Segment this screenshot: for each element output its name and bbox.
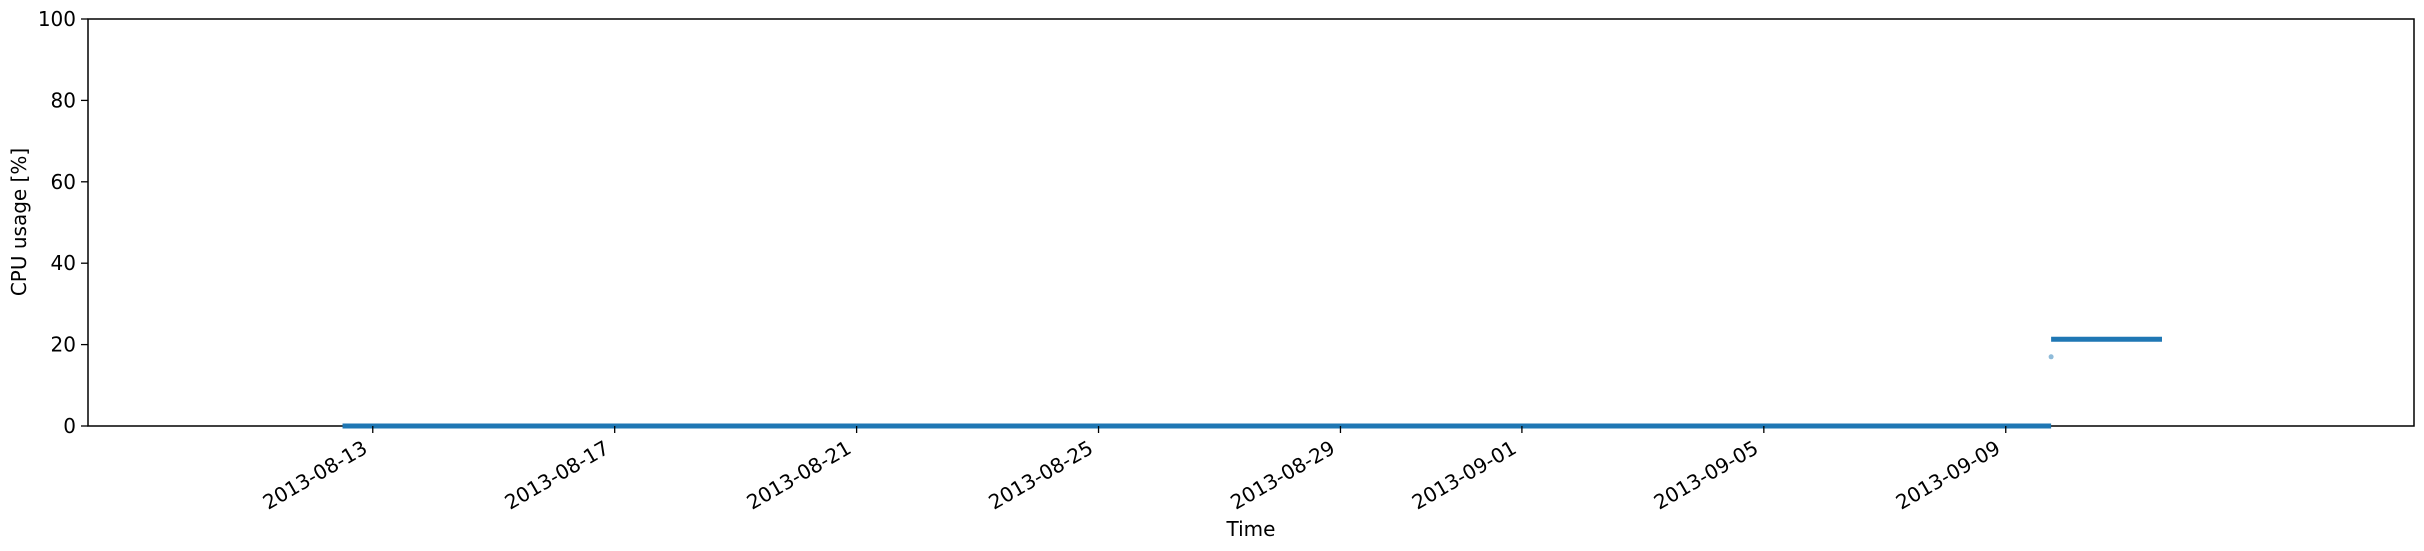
x-tick-label-4: 2013-08-29: [1226, 436, 1339, 515]
x-tick-label-0: 2013-08-13: [259, 436, 372, 515]
y-tick-label-5: 100: [38, 7, 76, 31]
x-tick-label-1: 2013-08-17: [501, 436, 614, 515]
series-layer: [342, 336, 2162, 429]
x-tick-label-2: 2013-08-21: [742, 436, 855, 515]
x-tick-label-7: 2013-09-09: [1892, 436, 2005, 515]
y-tick-label-4: 80: [51, 88, 76, 112]
y-tick-label-2: 40: [51, 251, 76, 275]
x-tick-label-6: 2013-09-05: [1650, 436, 1763, 515]
plot-area: [87, 18, 2415, 427]
y-axis-label: CPU usage [%]: [7, 148, 31, 296]
x-axis-label: Time: [1226, 517, 1276, 541]
data-point-0-0: [2048, 354, 2054, 360]
y-tick-label-0: 0: [63, 414, 76, 438]
x-tick-label-3: 2013-08-25: [984, 436, 1097, 515]
y-axis: 0 20 40 60 80 100: [38, 7, 88, 438]
y-tick-label-1: 20: [51, 333, 76, 357]
y-tick-label-3: 60: [51, 170, 76, 194]
x-tick-label-5: 2013-09-01: [1408, 436, 1521, 515]
x-axis: 2013-08-13 2013-08-17 2013-08-21 2013-08-25…: [259, 426, 2007, 515]
